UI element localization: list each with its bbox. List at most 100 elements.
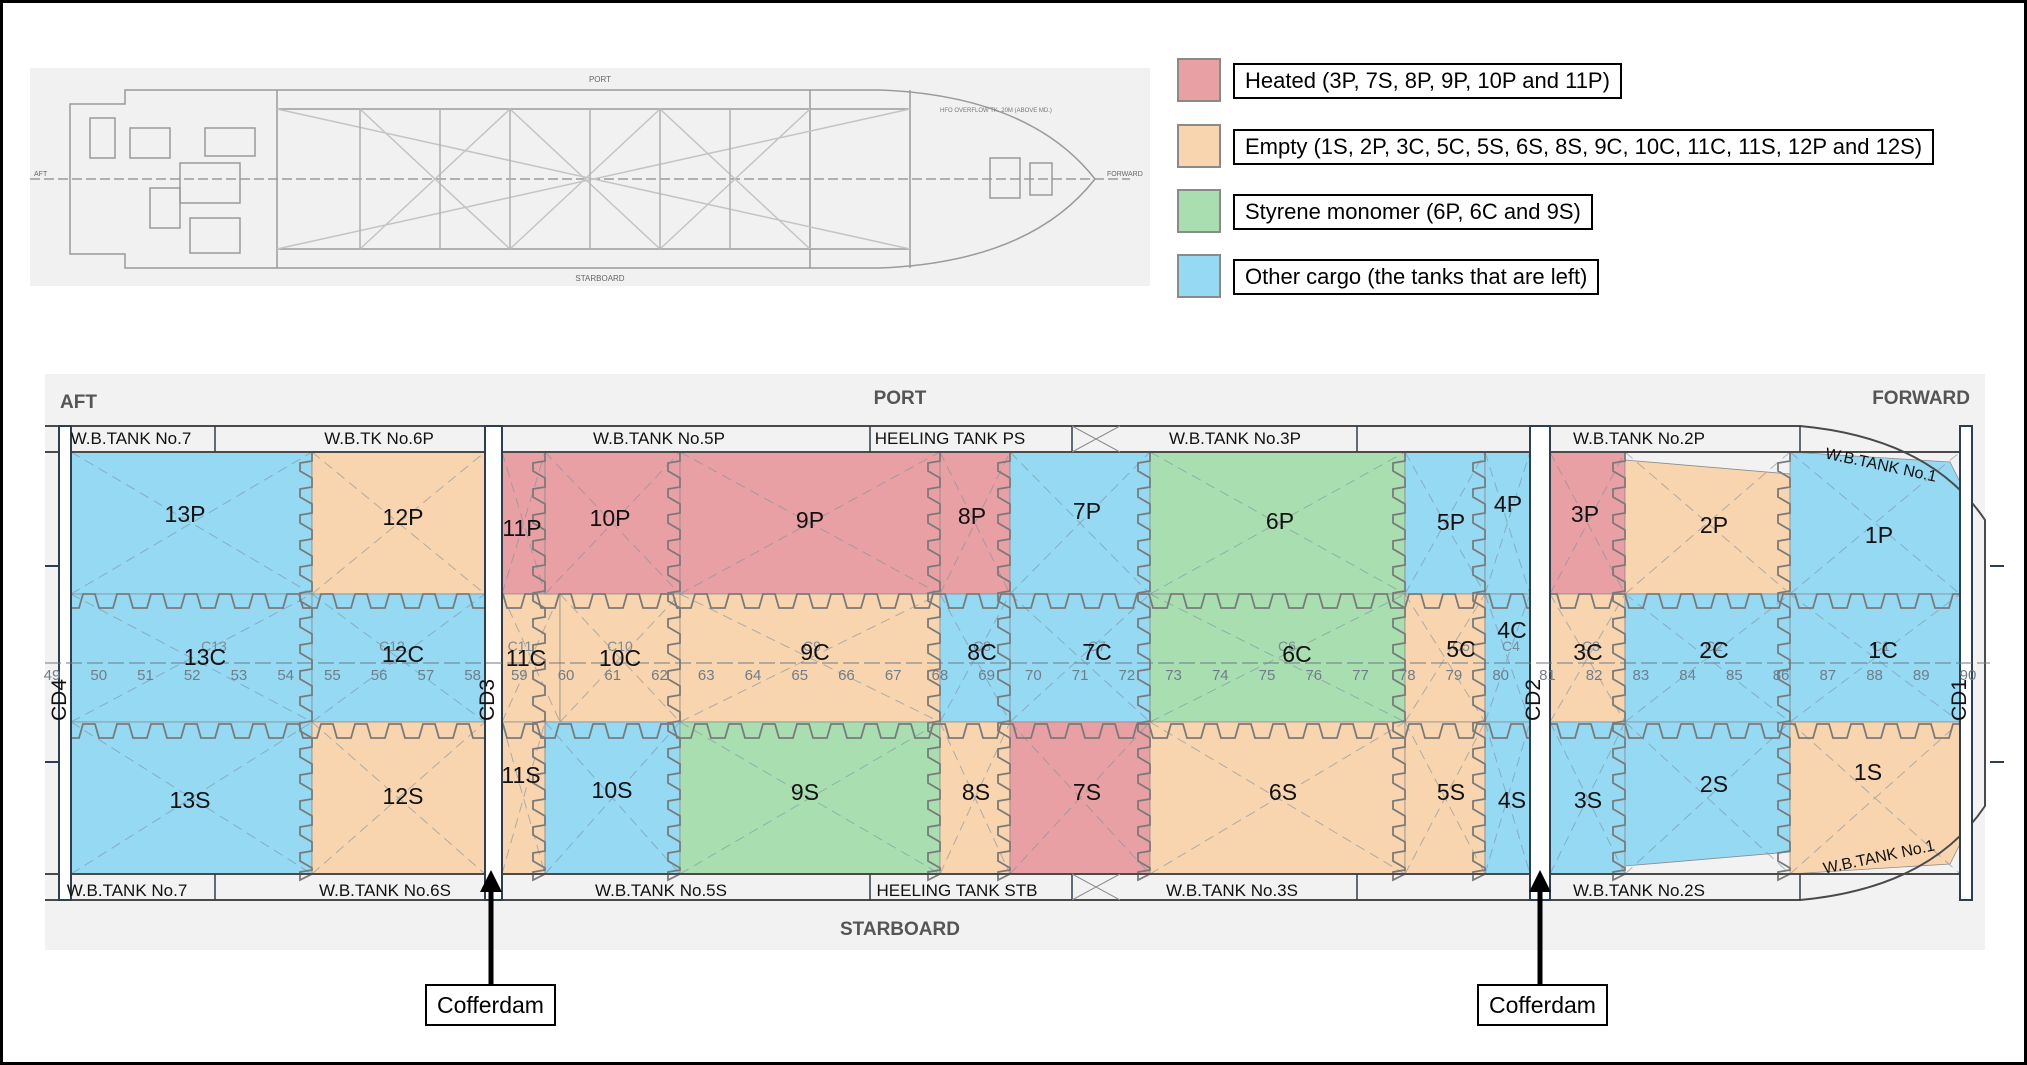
tank-diagonal — [1484, 721, 1531, 875]
faint-tank-id: C11 — [508, 638, 533, 654]
tank-diagonal — [679, 451, 941, 595]
frame-number: 50 — [90, 667, 107, 684]
tank-diagonal — [939, 593, 1011, 723]
aft-label: AFT — [60, 392, 97, 413]
corrugated-bulkhead — [667, 452, 681, 882]
legend-empty-label: Empty (1S, 2P, 3C, 5C, 5S, 6S, 8S, 9C, 1… — [1233, 129, 1935, 165]
tank-diagonal — [1404, 593, 1486, 723]
tank-label-10p: 10P — [590, 505, 631, 531]
corrugated-bulkhead — [1472, 452, 1486, 882]
frame-number: 77 — [1352, 667, 1369, 684]
tank-diagonal — [501, 593, 561, 723]
tank-label-9s: 9S — [791, 779, 819, 805]
tank-diagonal — [311, 721, 486, 875]
tank-label-6s: 6S — [1269, 779, 1297, 805]
tank-diagonal — [679, 593, 941, 723]
tank-label-10c: 10C — [599, 645, 641, 671]
tank-diagonal — [501, 451, 546, 595]
tank-label-7s: 7S — [1073, 779, 1101, 805]
frame-number: 55 — [324, 667, 341, 684]
legend-other-label: Other cargo (the tanks that are left) — [1233, 259, 1600, 295]
frame-number: 85 — [1726, 667, 1743, 684]
ballast-label-bottom: W.B.TANK No.6S — [319, 881, 451, 900]
frame-number: 71 — [1072, 667, 1089, 684]
tank-label-12p: 12P — [383, 504, 424, 530]
tank-label-7c: 7C — [1082, 639, 1111, 665]
tank-label-7p: 7P — [1073, 498, 1101, 524]
corrugated-bulkhead — [1137, 452, 1151, 882]
tank-diagonal — [1624, 593, 1791, 723]
corrugated-bulkhead — [1392, 452, 1406, 882]
tank-label-6p: 6P — [1266, 508, 1294, 534]
cofferdam-arrow-fwd — [1529, 870, 1551, 986]
tank-diagonal — [501, 721, 546, 875]
corrugated-bulkhead — [299, 452, 313, 882]
cofferdam-callout-fwd: Cofferdam — [1477, 984, 1608, 1026]
faint-tank-id: C8 — [973, 638, 991, 654]
frame-number: 89 — [1913, 667, 1930, 684]
faint-tank-id: C5 — [1452, 638, 1470, 654]
tank-diagonal — [1549, 593, 1626, 723]
frame-number: 83 — [1633, 667, 1650, 684]
tank-diagonal — [1789, 593, 1961, 723]
tank-diagonal — [1789, 451, 1961, 595]
thumb-aft-label: AFT — [34, 171, 48, 178]
tank-diagonal — [1484, 451, 1531, 595]
ballast-label-bottom: HEELING TANK STB — [877, 881, 1038, 900]
cofferdam-arrow-aft — [480, 870, 502, 986]
tank-diagonal — [544, 451, 681, 595]
tank-label-3s: 3S — [1574, 787, 1602, 813]
cofferdam-label-cd1: CD1 — [1948, 679, 1971, 721]
tank-diagonal — [311, 593, 486, 723]
cofferdam-label-cd4: CD4 — [48, 679, 71, 721]
frame-number: 54 — [277, 667, 294, 684]
tank-label-6c: 6C — [1282, 641, 1311, 667]
frame-number: 66 — [838, 667, 855, 684]
ballast-label-top: W.B.TK No.6P — [324, 429, 434, 448]
frame-number: 51 — [137, 667, 154, 684]
frame-number: 59 — [511, 667, 528, 684]
faint-tank-id: C10 — [607, 638, 633, 654]
tank-label-2s: 2S — [1700, 771, 1728, 797]
frame-number: 70 — [1025, 667, 1042, 684]
tank-label-2p: 2P — [1700, 512, 1728, 538]
frame-number: 76 — [1305, 667, 1322, 684]
cofferdam-label-cd2: CD2 — [1522, 679, 1545, 721]
tank-diagonal — [544, 721, 681, 875]
forward-label: FORWARD — [1872, 388, 1970, 409]
tank-label-4c: 4C — [1497, 617, 1526, 643]
ballast-label-top: W.B.TANK No.3P — [1169, 429, 1301, 448]
tank-label-2c: 2C — [1699, 637, 1728, 663]
tank-diagonal — [311, 593, 486, 723]
tank-label-11c: 11C — [506, 645, 547, 671]
frame-number: 58 — [464, 667, 481, 684]
legend-heated-label: Heated (3P, 7S, 8P, 9P, 10P and 11P) — [1233, 63, 1622, 99]
tank-diagonal — [1789, 593, 1961, 723]
thumb-forward-label: FORWARD — [1107, 171, 1143, 178]
frame-number: 78 — [1399, 667, 1416, 684]
tank-diagonal — [1009, 721, 1151, 875]
corrugated-longitudinal — [71, 593, 1971, 609]
frame-number: 72 — [1118, 667, 1135, 684]
legend-styrene-label: Styrene monomer (6P, 6C and 9S) — [1233, 194, 1593, 230]
tank-label-4p: 4P — [1494, 491, 1522, 517]
frame-number: 64 — [745, 667, 762, 684]
tank-label-8c: 8C — [967, 639, 996, 665]
frame-number: 88 — [1866, 667, 1883, 684]
tank-diagonal — [311, 451, 486, 595]
tank-diagonal — [1149, 451, 1406, 595]
tank-label-12s: 12S — [383, 783, 424, 809]
tank-label-1c: 1C — [1868, 637, 1897, 663]
tank-label-4s: 4S — [1498, 787, 1526, 813]
faint-tank-id: C12 — [379, 638, 405, 654]
tank-label-13p: 13P — [165, 501, 206, 527]
corrugated-longitudinal — [71, 723, 1971, 739]
legend-heated-swatch — [1177, 58, 1221, 102]
frame-number: 62 — [651, 667, 668, 684]
frame-number: 68 — [932, 667, 949, 684]
faint-tank-id: C1 — [1872, 638, 1890, 654]
faint-tank-id: C3 — [1582, 638, 1600, 654]
tank-label-11s: 11S — [501, 762, 540, 788]
tank-label-5s: 5S — [1437, 779, 1465, 805]
